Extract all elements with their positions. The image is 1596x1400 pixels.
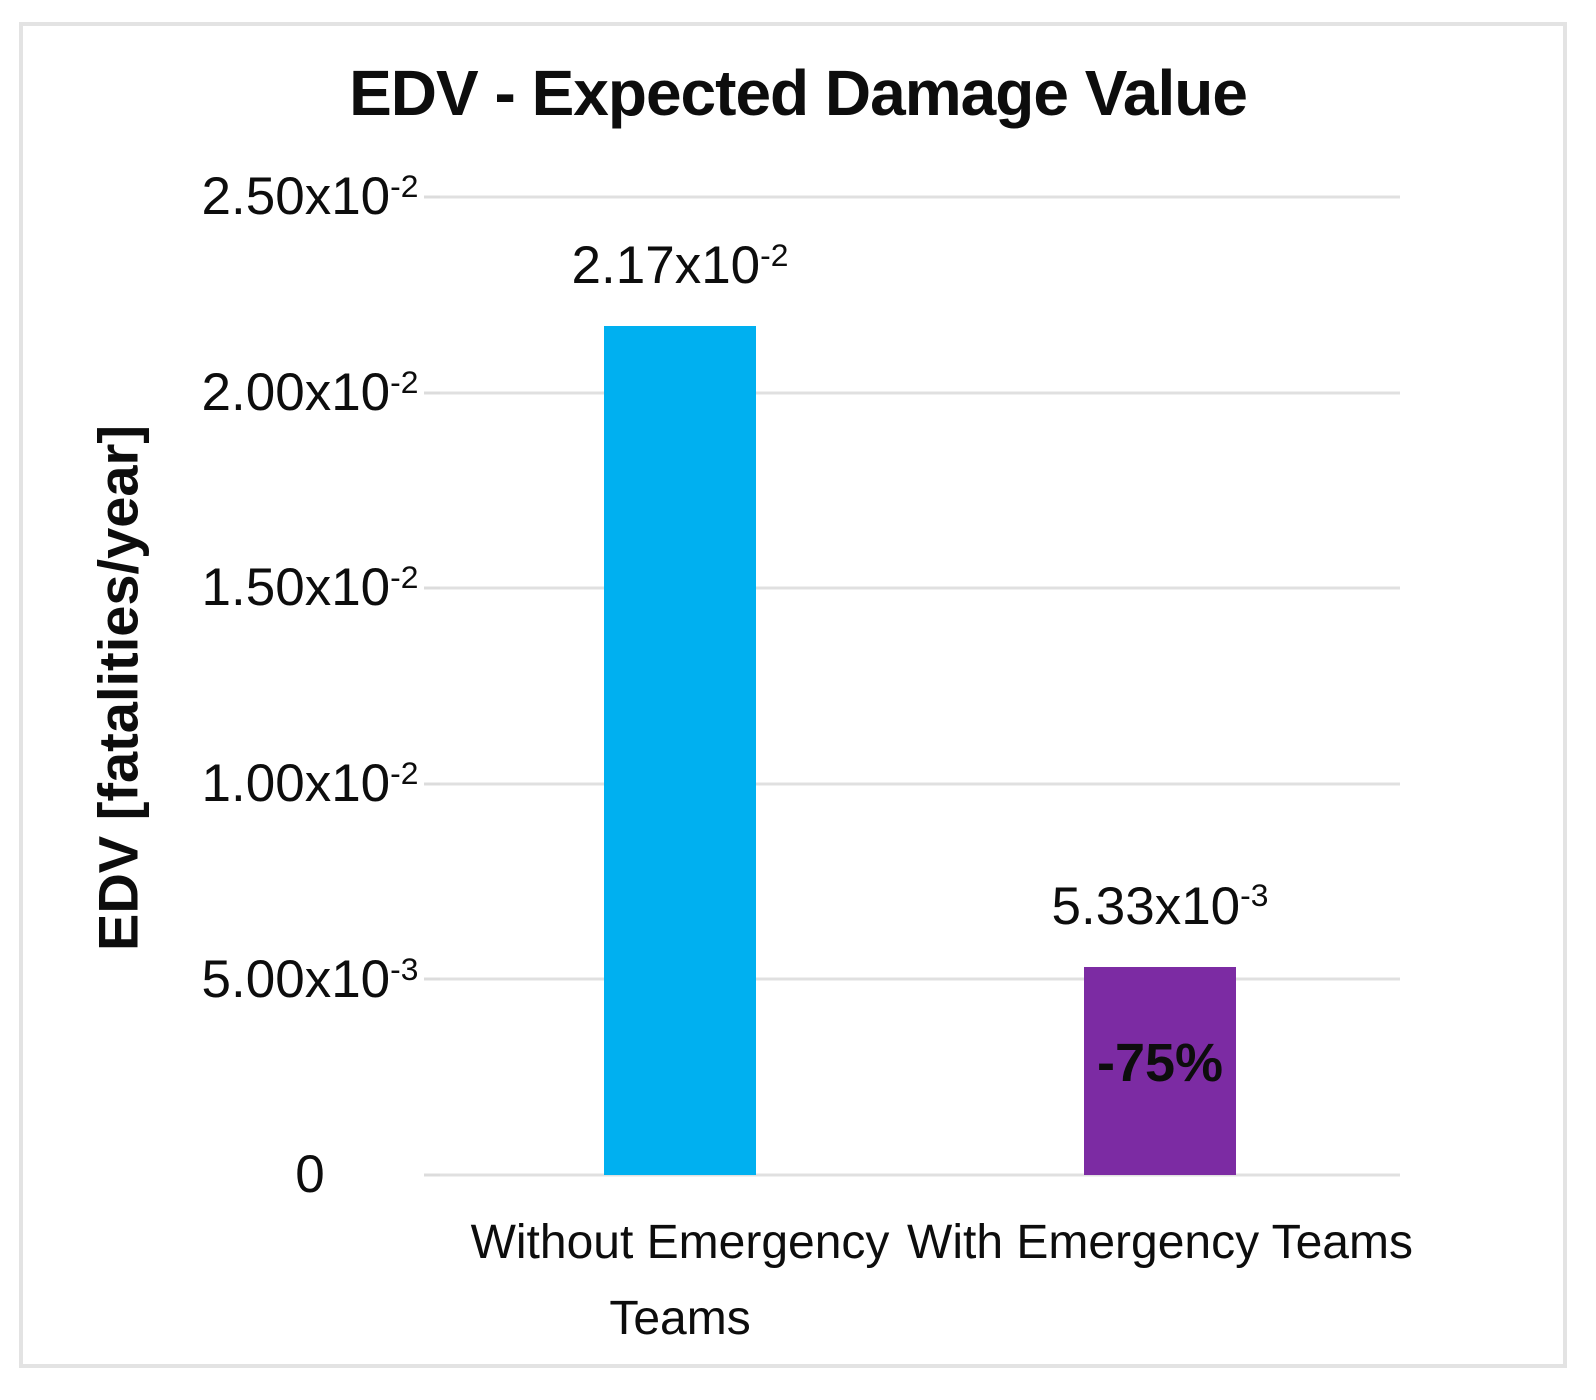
y-axis-tick-label: 2.50x10-2 <box>201 167 419 226</box>
y-axis-tick-label: 0 <box>295 1145 325 1204</box>
x-axis-category-label: With Emergency Teams <box>907 1216 1413 1269</box>
chart-title: EDV - Expected Damage Value <box>349 57 1248 129</box>
gridline <box>440 782 1400 786</box>
gridline <box>440 586 1400 590</box>
bar-slot-without-emergency-teams: 2.17x10-2 <box>440 197 920 1175</box>
y-axis-tick-mark <box>424 586 440 590</box>
data-label-with-emergency-teams: 5.33x10-3 <box>1051 876 1269 936</box>
bar-without-emergency-teams <box>604 326 756 1175</box>
y-axis-tick-label: 5.00x10-3 <box>201 950 419 1009</box>
gridline-baseline <box>440 1173 1400 1177</box>
bar-annotation-percent-reduction: -75% <box>1096 1032 1224 1093</box>
x-axis-category-label: Without Emergency Teams <box>470 1216 890 1345</box>
y-axis-tick-mark <box>424 1173 440 1177</box>
data-label-without-emergency-teams: 2.17x10-2 <box>571 236 789 296</box>
chart-border <box>19 22 1567 1368</box>
y-axis-title: EDV [fatalities/year] <box>86 425 150 951</box>
y-axis-tick-label: 1.00x10-2 <box>201 754 419 813</box>
y-axis-tick-mark <box>424 782 440 786</box>
y-axis-tick-mark <box>424 977 440 981</box>
gridline <box>440 977 1400 981</box>
y-axis-tick-mark <box>424 195 440 199</box>
y-axis-tick-mark <box>424 391 440 395</box>
gridline <box>440 391 1400 395</box>
bar-slot-with-emergency-teams: 5.33x10-3 -75% <box>920 197 1400 1175</box>
y-axis-tick-label: 2.00x10-2 <box>201 363 419 422</box>
y-axis-tick-label: 1.50x10-2 <box>201 558 419 617</box>
gridline <box>440 195 1400 199</box>
bar-with-emergency-teams: -75% <box>1084 966 1236 1175</box>
plot-area: 2.17x10-2 5.33x10-3 -75% <box>424 195 1400 1177</box>
